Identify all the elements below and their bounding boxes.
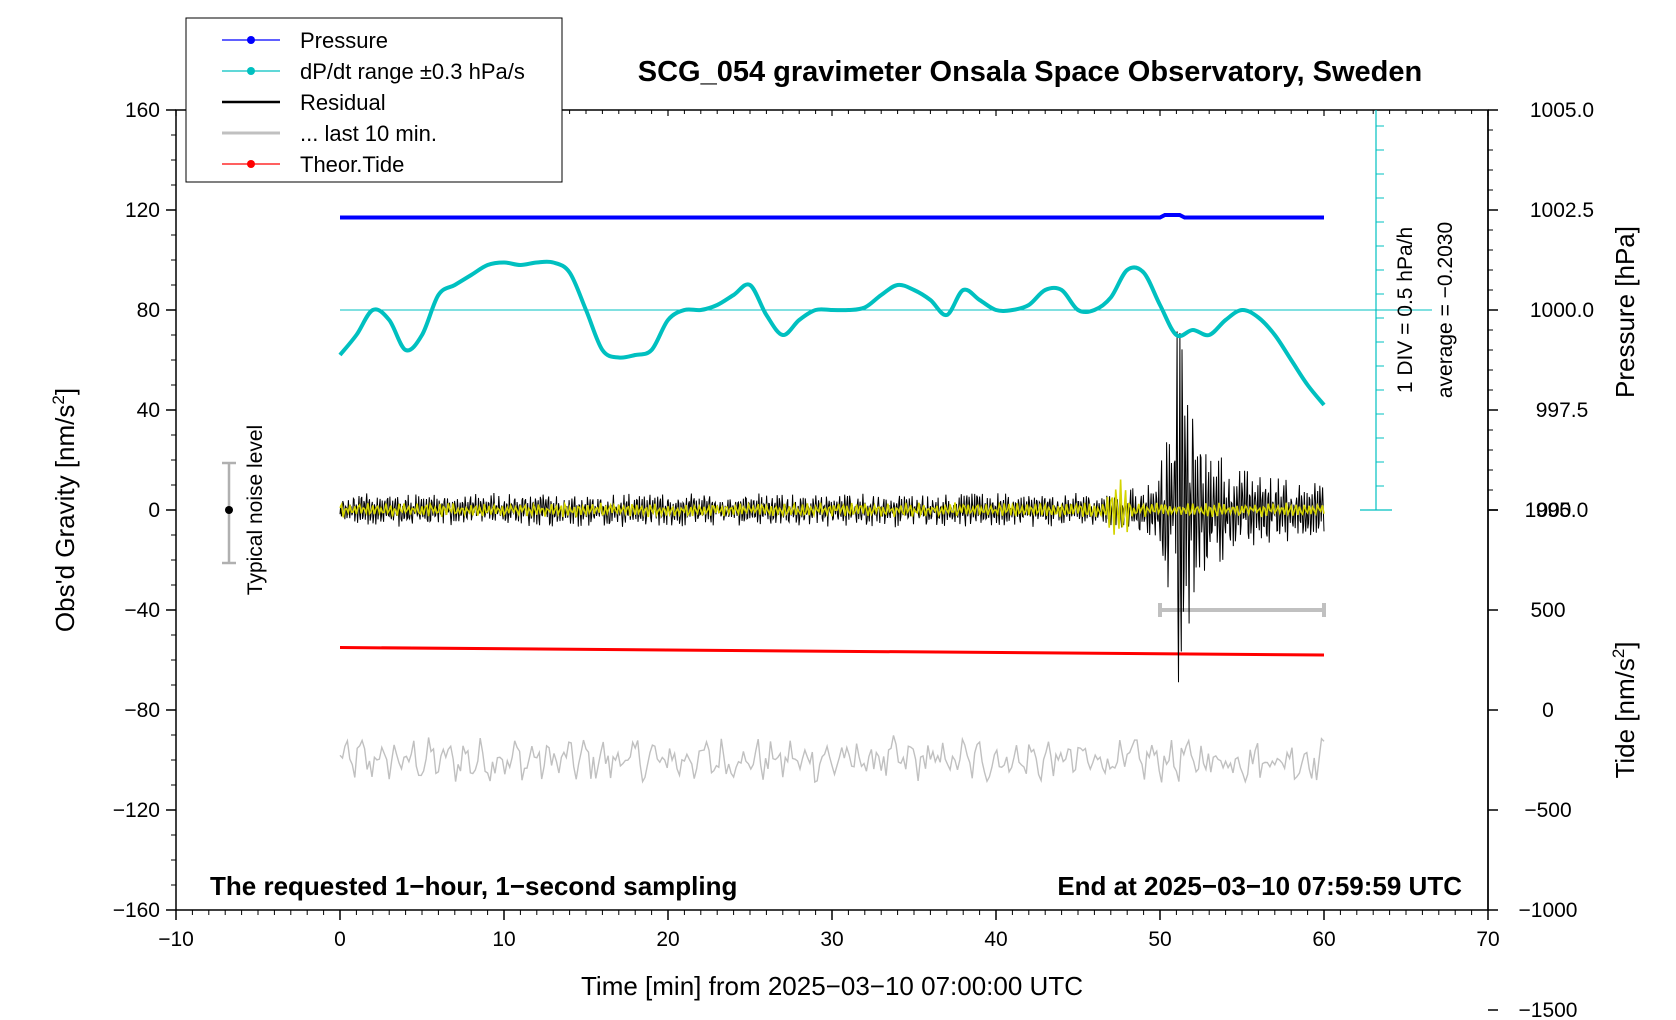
y-tick-label: −120 bbox=[113, 799, 160, 822]
footer-left: The requested 1−hour, 1−second sampling bbox=[210, 871, 737, 901]
x-axis-ticks: −10 0 10 20 30 40 50 60 70 bbox=[158, 110, 1500, 951]
x-tick-label: 70 bbox=[1476, 928, 1499, 951]
noise-level-label: Typical noise level bbox=[244, 425, 267, 595]
legend-label-dpdt: dP/dt range ±0.3 hPa/s bbox=[300, 59, 525, 84]
footer-right: End at 2025−03−10 07:59:59 UTC bbox=[1057, 871, 1462, 901]
series-dpdt-range bbox=[338, 259, 1326, 407]
tide-tick-label: 1000 bbox=[1525, 499, 1572, 522]
legend-marker-tide bbox=[247, 160, 255, 168]
legend-label-last10: ... last 10 min. bbox=[300, 121, 437, 146]
pressure-axis-ticks: 1005.0 1002.5 1000.0 997.5 995.0 bbox=[1488, 99, 1594, 522]
x-tick-label: 50 bbox=[1148, 928, 1171, 951]
div-label: 1 DIV = 0.5 hPa/h bbox=[1394, 227, 1417, 393]
series-layer bbox=[338, 213, 1432, 784]
x-tick-label: 0 bbox=[334, 928, 346, 951]
x-tick-label: 10 bbox=[492, 928, 515, 951]
average-label: average = −0.2030 bbox=[1434, 222, 1457, 398]
y-axis-label-pressure: Pressure [hPa] bbox=[1610, 226, 1640, 398]
y-tick-label: 80 bbox=[137, 299, 160, 322]
legend-marker-pressure bbox=[247, 36, 255, 44]
legend-label-pressure: Pressure bbox=[300, 28, 388, 53]
tide-axis-ticks: 1000 500 0 −500 −1000 −1500 bbox=[1488, 499, 1577, 1020]
y-tick-label: 160 bbox=[125, 99, 160, 122]
x-tick-label: 20 bbox=[656, 928, 679, 951]
tide-tick-label: −1500 bbox=[1519, 999, 1578, 1020]
x-tick-label: −10 bbox=[158, 928, 194, 951]
x-tick-label: 40 bbox=[984, 928, 1007, 951]
pressure-tick-label: 997.5 bbox=[1536, 399, 1589, 422]
pressure-tick-label: 1005.0 bbox=[1530, 99, 1594, 122]
tide-tick-label: 500 bbox=[1530, 599, 1565, 622]
legend-label-residual: Residual bbox=[300, 90, 386, 115]
y-tick-label: 120 bbox=[125, 199, 160, 222]
legend-box bbox=[185, 17, 563, 183]
pressure-tick-label: 1000.0 bbox=[1530, 299, 1594, 322]
y-tick-label: −80 bbox=[124, 699, 160, 722]
series-filtered-residual bbox=[339, 479, 1325, 535]
tide-tick-label: 0 bbox=[1542, 699, 1554, 722]
y-tick-label: 40 bbox=[137, 399, 160, 422]
y-tick-label: 0 bbox=[148, 499, 160, 522]
pressure-tick-label: 1002.5 bbox=[1530, 199, 1594, 222]
series-grey-residual-trace bbox=[339, 735, 1325, 784]
tide-tick-label: −500 bbox=[1524, 799, 1571, 822]
series-theor-tide bbox=[339, 646, 1325, 657]
x-axis-label: Time [min] from 2025−03−10 07:00:00 UTC bbox=[581, 971, 1083, 1001]
series-residual bbox=[339, 331, 1325, 683]
tide-tick-label: −1000 bbox=[1519, 899, 1578, 922]
series-pressure bbox=[340, 213, 1324, 220]
x-tick-label: 30 bbox=[820, 928, 843, 951]
y-tick-label: −40 bbox=[124, 599, 160, 622]
noise-level-dot bbox=[225, 506, 233, 514]
y-axis-ticks: 160 120 80 40 0 −40 −80 −120 −160 bbox=[113, 99, 176, 922]
legend-marker-dpdt bbox=[247, 67, 255, 75]
x-tick-label: 60 bbox=[1312, 928, 1335, 951]
legend: Pressure dP/dt range ±0.3 hPa/s Residual… bbox=[185, 17, 563, 183]
legend-label-tide: Theor.Tide bbox=[300, 152, 404, 177]
pressure-tick-label: 995.0 bbox=[1536, 499, 1589, 522]
chart-title: SCG_054 gravimeter Onsala Space Observat… bbox=[638, 56, 1422, 88]
div-scale-ticks bbox=[1376, 125, 1384, 487]
y-axis-label-tide: Tide [nm/s2] bbox=[1609, 641, 1640, 778]
y-axis-label-left: Obs'd Gravity [nm/s2] bbox=[49, 388, 80, 632]
y-tick-label: −160 bbox=[113, 899, 160, 922]
